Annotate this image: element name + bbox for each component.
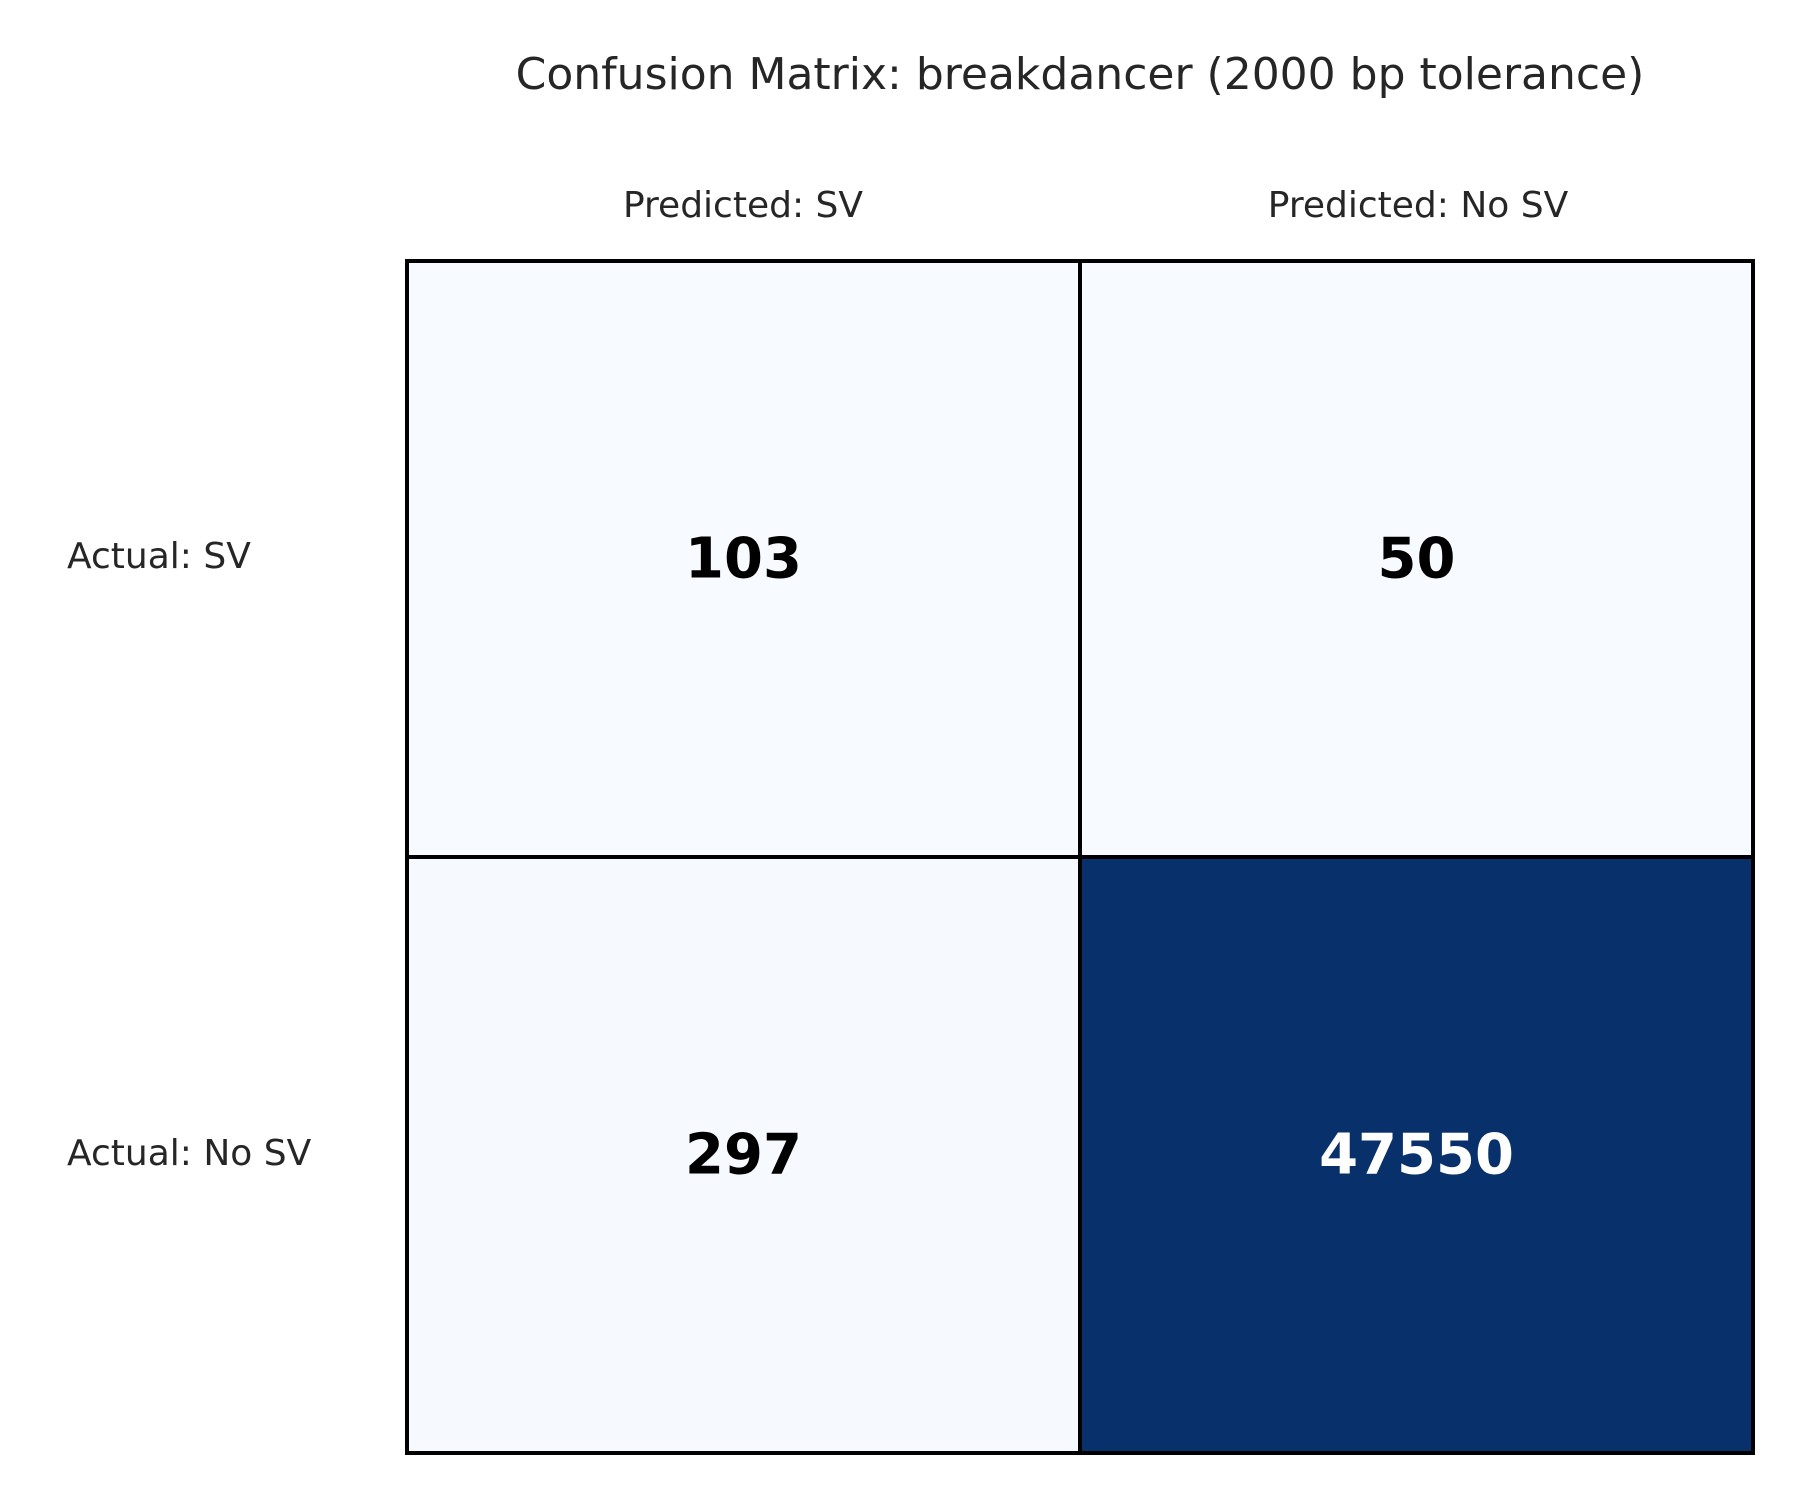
y-tick-label-actual-no-sv: Actual: No SV [67, 1133, 312, 1174]
cell-actual-sv-predicted-sv [405, 259, 1082, 859]
cell-actual-sv-predicted-no-sv [1078, 259, 1755, 859]
cell-actual-no-sv-predicted-sv [405, 855, 1082, 1455]
cell-actual-no-sv-predicted-no-sv-value: 47550 [1319, 1123, 1514, 1188]
cell-actual-no-sv-predicted-sv-value: 297 [685, 1123, 802, 1188]
chart-title: Confusion Matrix: breakdancer (2000 bp t… [516, 49, 1645, 100]
x-tick-label-predicted-sv: Predicted: SV [623, 185, 863, 226]
cell-actual-no-sv-predicted-no-sv [1078, 855, 1755, 1455]
x-tick-label-predicted-no-sv: Predicted: No SV [1268, 185, 1569, 226]
y-tick-label-actual-sv: Actual: SV [67, 536, 251, 577]
heatmap-cell-labels: 103 50 297 47550 [685, 527, 1514, 1188]
cell-actual-sv-predicted-sv-value: 103 [685, 527, 802, 592]
heatmap-cells [405, 259, 1755, 1455]
cell-actual-sv-predicted-no-sv-value: 50 [1378, 527, 1456, 592]
